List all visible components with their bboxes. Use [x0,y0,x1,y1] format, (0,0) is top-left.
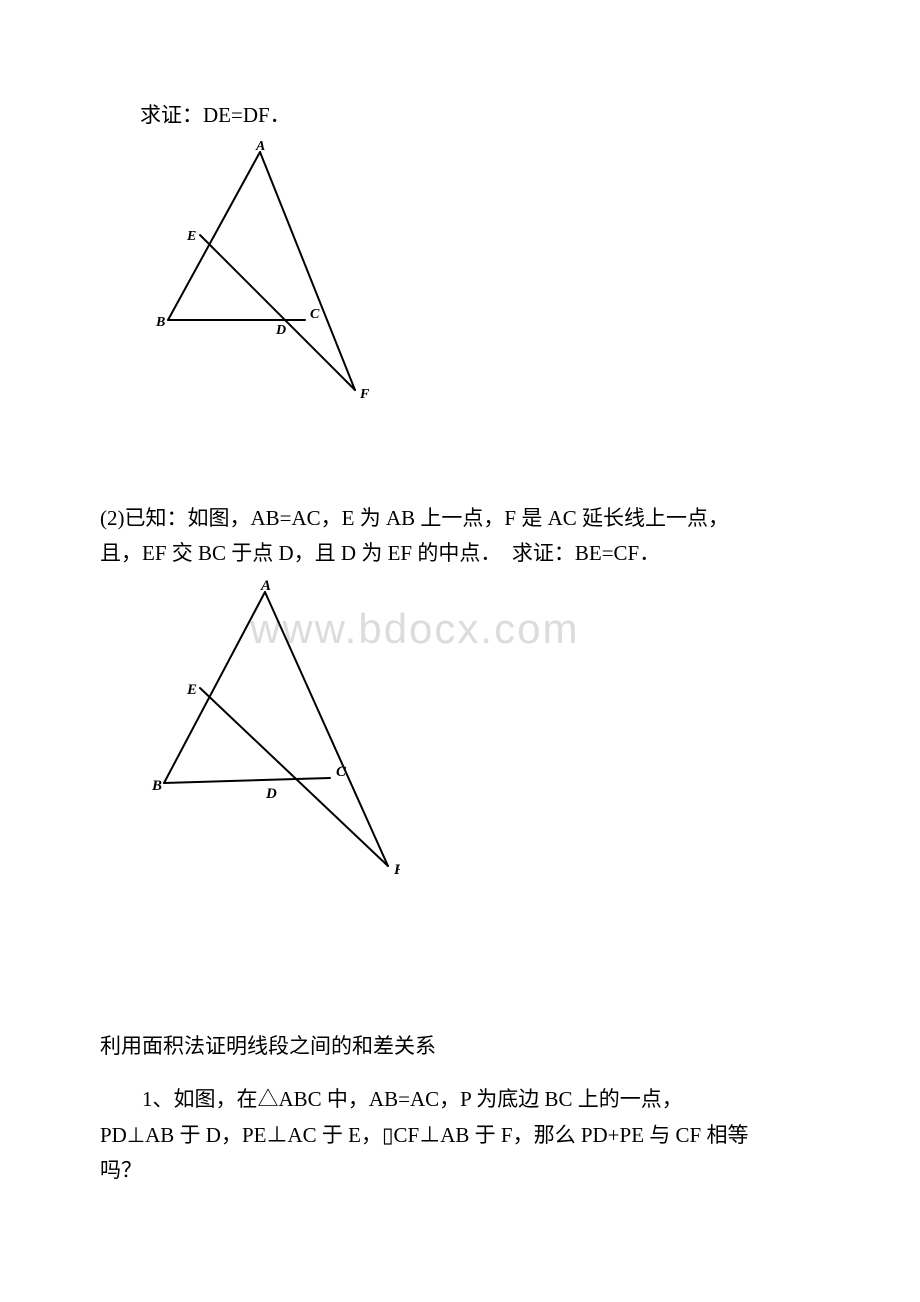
spacer-2 [100,891,820,1031]
svg-text:C: C [336,764,347,780]
svg-text:E: E [186,229,196,244]
svg-text:D: D [265,786,277,802]
line-problem-3b: PD⊥AB 于 D，PE⊥AC 于 E，▯CF⊥AB 于 F，那么 PD+PE … [100,1120,820,1152]
svg-text:F: F [359,387,370,400]
svg-text:D: D [275,323,286,338]
line-problem-2b: 且，EF 交 BC 于点 D，且 D 为 EF 的中点． 求证：BE=CF． [100,538,820,570]
line-prove-1: 求证：DE=DF． [100,100,820,132]
figure-2: A B C D E F [140,578,820,883]
section-heading: 利用面积法证明线段之间的和差关系 [100,1031,820,1063]
svg-text:C: C [310,307,320,322]
line-problem-2a: (2)已知：如图，AB=AC，E 为 AB 上一点，F 是 AC 延长线上一点， [100,503,820,535]
svg-text:A: A [260,578,271,594]
page-content: 求证：DE=DF． A B C D E F (2)已知：如图，AB=AC，E 为 AB 上… [100,100,820,1187]
spacer-1 [100,413,820,503]
svg-text:A: A [255,140,265,154]
line-problem-3c: 吗？ [100,1155,820,1187]
svg-text:E: E [186,682,197,698]
line-problem-3a: 1、如图，在△ABC 中，AB=AC，P 为底边 BC 上的一点， [100,1084,820,1116]
triangle-figure-1: A B C D E F [140,140,370,400]
spacer-3 [100,1066,820,1084]
svg-text:F: F [393,862,400,878]
figure-1: A B C D E F [140,140,820,405]
svg-text:B: B [151,778,162,794]
svg-text:B: B [155,315,165,330]
triangle-figure-2: A B C D E F [140,578,400,878]
